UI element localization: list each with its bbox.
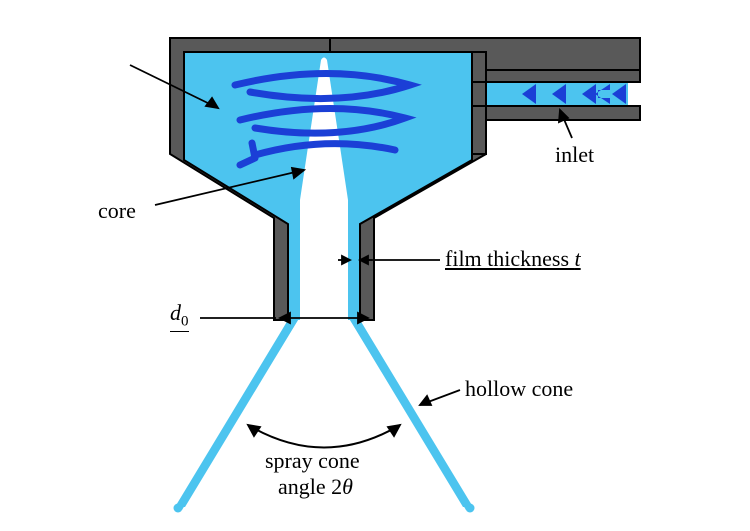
wall-right-patch2 (472, 106, 486, 154)
droplet-right (466, 504, 475, 513)
d0-label: d0 (170, 300, 189, 332)
wall-right-patch (472, 52, 486, 82)
core-label: core (98, 198, 136, 224)
spray-cone-label-2: angle 2θ (278, 474, 353, 500)
spray-cone-label-1: spray cone (265, 448, 360, 474)
fluid-inlet (470, 82, 628, 106)
droplet-left (174, 504, 183, 513)
angle-arc (248, 425, 400, 448)
fluid-spray-right (350, 320, 473, 507)
film-thickness-label: film thickness t (445, 246, 581, 272)
inlet-label: inlet (555, 142, 594, 168)
atomizer-diagram (0, 0, 750, 531)
hollow-cone-label: hollow cone (465, 376, 573, 402)
